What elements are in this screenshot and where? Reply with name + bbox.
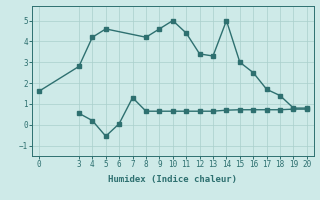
- X-axis label: Humidex (Indice chaleur): Humidex (Indice chaleur): [108, 175, 237, 184]
